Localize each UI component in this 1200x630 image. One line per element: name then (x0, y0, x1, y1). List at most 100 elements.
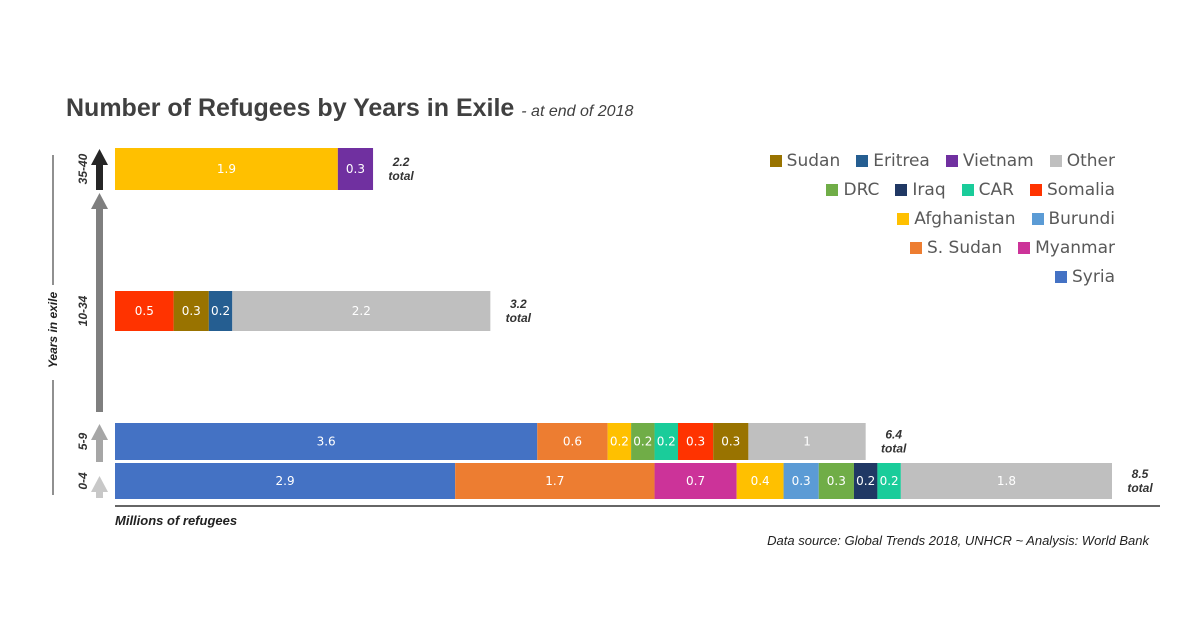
bar-segment-syria (115, 423, 538, 460)
data-label: 1 (803, 435, 811, 449)
bar-segment-car (654, 423, 679, 460)
legend-row: DRC Iraq CAR Somalia (826, 177, 1115, 202)
data-label: 0.5 (135, 304, 154, 318)
legend-label: DRC (843, 179, 880, 200)
bar-segment-sudan (713, 423, 749, 460)
bar-segment-vietnam (337, 148, 374, 190)
total-label: total (881, 442, 907, 456)
data-label: 1.7 (545, 474, 564, 488)
data-label: 0.3 (792, 474, 811, 488)
bar-segment-drc (818, 463, 854, 499)
legend-item: Myanmar (1018, 238, 1115, 258)
data-label: 0.2 (633, 435, 652, 449)
legend-swatch (769, 154, 782, 167)
legend-label: Iraq (912, 179, 946, 200)
data-label: 2.2 (352, 304, 371, 318)
data-label: 3.6 (317, 435, 336, 449)
legend-item: Sudan (769, 150, 841, 171)
legend-row: Afghanistan Burundi (897, 206, 1115, 231)
data-label: 0.4 (751, 474, 770, 488)
legend-item: S. Sudan (909, 237, 1003, 258)
data-label: 0.2 (657, 435, 676, 449)
total-value: 3.2 (510, 297, 527, 311)
legend-label: Eritrea (873, 150, 930, 171)
bar-segment-sudan (173, 291, 209, 331)
legend-swatch (895, 183, 908, 196)
arrow-shaft (96, 207, 103, 412)
legend-label: S. Sudan (926, 237, 1003, 258)
data-label: 1.9 (217, 162, 236, 176)
bar-segment-eritrea (208, 291, 233, 331)
title-text: Number of Refugees by Years in Exile (66, 94, 515, 122)
bar-segment-car (877, 463, 901, 499)
data-label: 0.2 (610, 435, 629, 449)
legend-row: Syria (1055, 264, 1115, 289)
bar-segment-afghanistan (115, 148, 338, 190)
legend-label: Vietnam (962, 150, 1034, 171)
data-label: 0.7 (686, 474, 705, 488)
bar-segment-afghanistan (607, 423, 632, 460)
bar-segment-afghanistan (736, 463, 784, 499)
legend-swatch (909, 241, 922, 254)
arrow-head-icon (91, 149, 108, 165)
data-label: 0.3 (721, 435, 740, 449)
legend-item: DRC (826, 180, 879, 200)
legend-label: Myanmar (1035, 237, 1115, 258)
data-label: 0.3 (686, 435, 705, 449)
legend-label: Afghanistan (914, 208, 1016, 229)
arrow-head-icon (91, 476, 108, 492)
bar-segment-s-sudan (455, 463, 655, 499)
legend-item: Eritrea (856, 151, 930, 171)
arrow-head-icon (91, 193, 108, 209)
data-label: 1.8 (997, 474, 1016, 488)
bar-segment-iraq (853, 463, 878, 499)
chart-title: Number of Refugees by Years in Exile - a… (66, 94, 633, 123)
data-label: 0.2 (211, 304, 230, 318)
chart-subtitle: - at end of 2018 (521, 103, 634, 120)
bar-segment-burundi (783, 463, 819, 499)
legend-label: Burundi (1048, 208, 1116, 229)
legend-label: Sudan (786, 150, 841, 171)
bar-segment-s-sudan (537, 423, 608, 460)
legend-swatch (1049, 154, 1062, 167)
legend-swatch (826, 183, 839, 196)
bar-segment-syria (115, 463, 456, 499)
legend-swatch (1018, 241, 1031, 254)
data-label: 0.3 (827, 474, 846, 488)
data-label: 0.3 (182, 304, 201, 318)
legend-row: Sudan Eritrea Vietnam Other (769, 148, 1115, 173)
y-axis-title: Years in exile (46, 292, 60, 369)
arrow-shaft (96, 438, 103, 462)
total-value: 2.2 (392, 155, 410, 169)
total-value: 6.4 (885, 428, 902, 442)
bar-segment-other (748, 423, 866, 460)
legend-swatch (1055, 270, 1068, 283)
legend-label: CAR (978, 179, 1014, 200)
total-label: total (506, 311, 532, 325)
bar-segment-drc (631, 423, 655, 460)
legend-item: Iraq (895, 179, 946, 200)
bar-segment-somalia (115, 291, 174, 331)
legend-label: Other (1066, 150, 1115, 171)
data-label: 2.9 (276, 474, 295, 488)
category-label: 5-9 (76, 433, 90, 451)
data-label: 0.2 (880, 474, 899, 488)
bar-segment-myanmar (654, 463, 737, 499)
legend-item: Somalia (1029, 180, 1115, 200)
legend-swatch (1029, 183, 1042, 196)
legend-swatch (897, 212, 910, 225)
legend-swatch (961, 183, 974, 196)
legend-swatch (945, 154, 958, 167)
bar-segment-somalia (678, 423, 714, 460)
bar-segment-other (900, 463, 1112, 499)
legend-item: Other (1049, 150, 1115, 171)
data-label: 0.6 (563, 435, 582, 449)
total-label: total (1127, 481, 1153, 495)
arrow-head-icon (91, 424, 108, 440)
x-axis-label: Millions of refugees (115, 513, 238, 528)
data-label: 0.3 (346, 162, 365, 176)
legend-item: Vietnam (945, 150, 1034, 171)
category-label: 10-34 (76, 295, 90, 326)
arrow-shaft (96, 490, 103, 498)
